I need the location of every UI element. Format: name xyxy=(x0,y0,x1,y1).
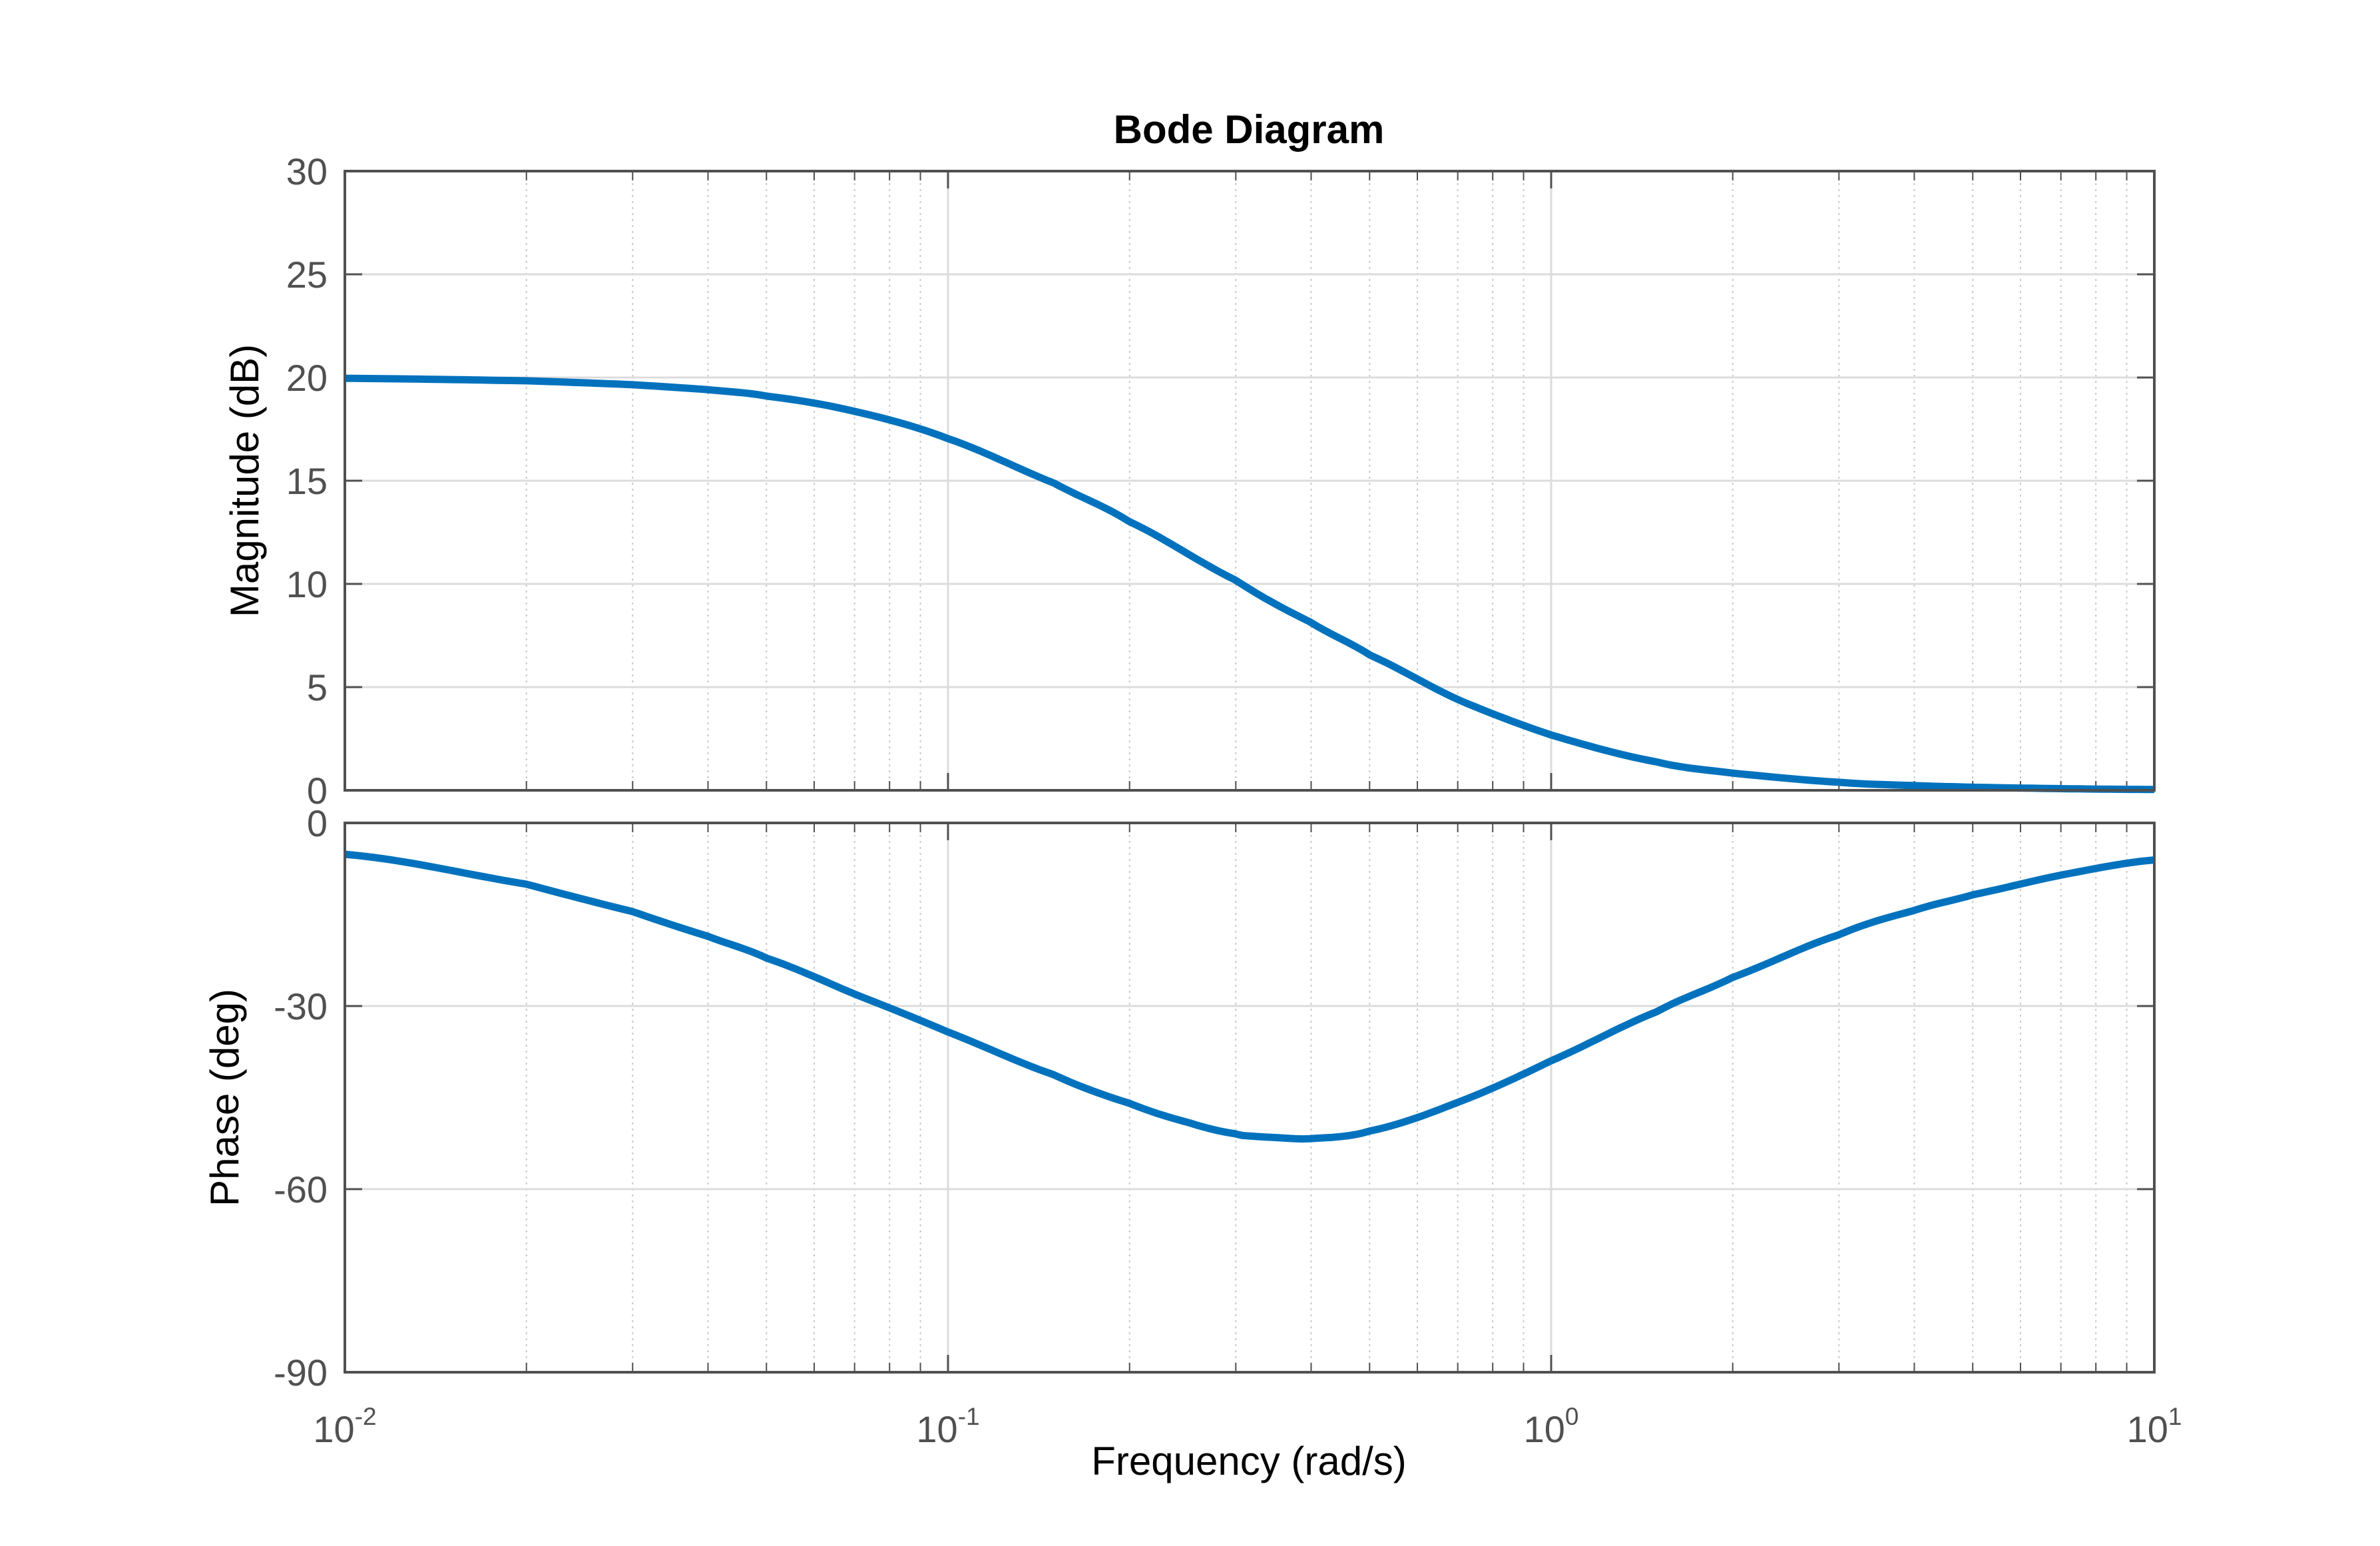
x-tick-label-base: 10 xyxy=(313,1408,354,1450)
x-tick-label-exponent: 0 xyxy=(1565,1403,1579,1430)
phase-axes-frame xyxy=(344,822,2156,1374)
x-tick-label-exponent: -1 xyxy=(958,1403,980,1430)
phase-y-tick-label: -90 xyxy=(274,1352,328,1394)
magnitude-axes-frame xyxy=(344,170,2156,792)
x-tick-label-base: 10 xyxy=(916,1408,957,1450)
magnitude-y-tick-label: 5 xyxy=(307,666,328,708)
magnitude-y-tick-label: 0 xyxy=(307,770,328,812)
x-tick-label: 10-1 xyxy=(916,1403,979,1450)
phase-y-tick-label: 0 xyxy=(307,802,328,844)
x-axis-title: Frequency (rad/s) xyxy=(1091,1439,1407,1483)
x-tick-label: 100 xyxy=(1524,1403,1579,1450)
magnitude-y-axis-title: Magnitude (dB) xyxy=(222,344,267,617)
x-tick-label-exponent: 1 xyxy=(2168,1403,2182,1430)
x-tick-label-base: 10 xyxy=(1524,1408,1565,1450)
magnitude-y-tick-label: 10 xyxy=(286,563,328,605)
chart-title: Bode Diagram xyxy=(1114,107,1385,152)
x-tick-label: 10-2 xyxy=(313,1403,376,1450)
magnitude-panel: 0 5 10 15 20 25 30 Magnitude (dB) xyxy=(222,150,2156,812)
magnitude-y-tick-label: 25 xyxy=(286,254,328,296)
x-tick-label-exponent: -2 xyxy=(355,1403,377,1430)
magnitude-series-line xyxy=(344,374,2155,794)
phase-y-axis-title: Phase (deg) xyxy=(202,989,247,1206)
magnitude-y-tick-label: 20 xyxy=(286,357,328,399)
magnitude-y-tick-label: 30 xyxy=(286,150,328,192)
magnitude-y-tick-label: 15 xyxy=(286,460,328,502)
phase-panel: -90 -60 -30 0 Phase (deg) xyxy=(202,802,2156,1394)
phase-y-tick-label: -60 xyxy=(274,1168,328,1210)
phase-series-line xyxy=(344,850,2155,1143)
x-tick-label: 101 xyxy=(2127,1403,2182,1450)
phase-y-tick-label: -30 xyxy=(274,985,328,1027)
x-tick-label-base: 10 xyxy=(2127,1408,2168,1450)
